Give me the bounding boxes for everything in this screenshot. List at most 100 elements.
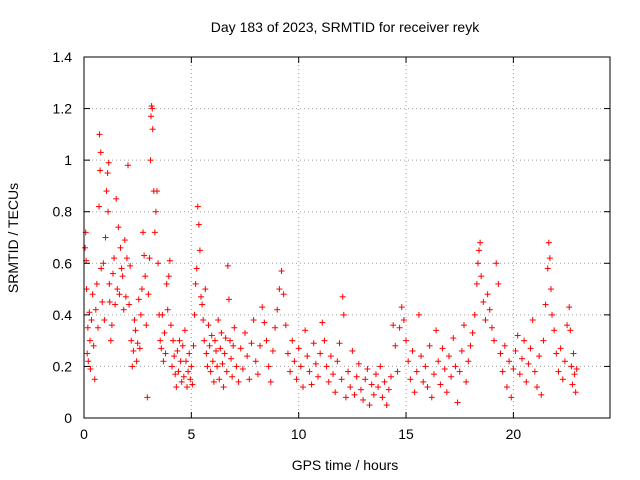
data-point	[220, 384, 227, 391]
data-point	[572, 389, 579, 396]
data-point	[267, 378, 274, 385]
data-point	[284, 350, 291, 357]
data-point	[571, 371, 578, 378]
data-point	[467, 342, 474, 349]
data-point	[254, 371, 261, 378]
data-point	[230, 342, 237, 349]
data-point	[169, 363, 176, 370]
data-point	[568, 363, 575, 370]
data-point	[218, 329, 225, 336]
data-point	[370, 391, 377, 398]
data-point	[86, 309, 93, 316]
data-point	[474, 260, 481, 267]
data-point	[185, 368, 192, 375]
data-point	[388, 373, 395, 380]
data-point	[214, 363, 221, 370]
data-point	[237, 345, 244, 352]
data-point	[145, 291, 152, 298]
data-point	[103, 188, 110, 195]
y-tick-label: 0.6	[53, 255, 73, 271]
data-point	[121, 237, 128, 244]
data-point	[553, 350, 560, 357]
data-point	[106, 298, 113, 305]
data-point	[152, 208, 159, 215]
data-point	[349, 347, 356, 354]
data-point	[317, 350, 324, 357]
data-point	[379, 394, 386, 401]
data-point	[536, 353, 543, 360]
data-point	[327, 353, 334, 360]
data-point	[435, 358, 442, 365]
data-point	[179, 342, 186, 349]
data-point	[477, 239, 484, 246]
data-point	[450, 335, 457, 342]
data-point	[448, 373, 455, 380]
data-point	[182, 358, 189, 365]
data-point	[194, 203, 201, 210]
data-point	[566, 304, 573, 311]
data-point	[128, 337, 135, 344]
data-point	[181, 327, 188, 334]
data-point	[129, 363, 136, 370]
data-point	[222, 335, 229, 342]
data-point	[171, 353, 178, 360]
data-point	[180, 373, 187, 380]
data-point	[203, 350, 210, 357]
data-point	[105, 208, 112, 215]
data-point	[96, 203, 103, 210]
data-point	[473, 280, 480, 287]
data-point	[165, 273, 172, 280]
data-point	[518, 355, 525, 362]
data-point	[549, 311, 556, 318]
data-point	[186, 350, 193, 357]
data-point	[137, 311, 144, 318]
data-point	[174, 347, 181, 354]
axis-ticks: 0 5 10 15 20 0 0.2 0.4 0.6 0.8 1 1.2 1.4	[53, 49, 610, 442]
data-point	[368, 381, 375, 388]
data-point	[108, 322, 115, 329]
data-point	[100, 260, 107, 267]
data-point	[87, 366, 94, 373]
x-tick-label: 15	[398, 426, 414, 442]
data-point	[398, 304, 405, 311]
data-point	[276, 286, 283, 293]
data-point	[291, 358, 298, 365]
data-point	[338, 376, 345, 383]
data-point	[428, 394, 435, 401]
data-point	[503, 384, 510, 391]
data-point	[90, 342, 97, 349]
data-point	[122, 293, 129, 300]
data-point	[217, 345, 224, 352]
data-point	[516, 371, 523, 378]
data-point	[89, 291, 96, 298]
data-point	[144, 394, 151, 401]
data-point	[209, 358, 216, 365]
data-point	[357, 386, 364, 393]
data-point	[157, 337, 164, 344]
data-point	[347, 384, 354, 391]
data-point	[546, 255, 553, 262]
data-point	[555, 368, 562, 375]
data-point	[200, 317, 207, 324]
data-point	[202, 286, 209, 293]
data-point	[84, 324, 91, 331]
data-point	[330, 371, 337, 378]
data-point	[132, 327, 139, 334]
data-point	[246, 376, 253, 383]
data-point	[102, 234, 109, 241]
x-tick-label: 10	[291, 426, 307, 442]
data-point	[159, 311, 166, 318]
data-point	[118, 265, 125, 272]
data-point	[437, 381, 444, 388]
data-point	[113, 195, 120, 202]
data-point	[125, 162, 132, 169]
data-point	[92, 306, 99, 313]
data-point	[360, 396, 367, 403]
data-point	[98, 265, 105, 272]
data-point	[143, 322, 150, 329]
data-point	[166, 257, 173, 264]
data-point	[385, 386, 392, 393]
y-tick-label: 1	[64, 152, 72, 168]
data-point	[353, 373, 360, 380]
data-point	[287, 368, 294, 375]
